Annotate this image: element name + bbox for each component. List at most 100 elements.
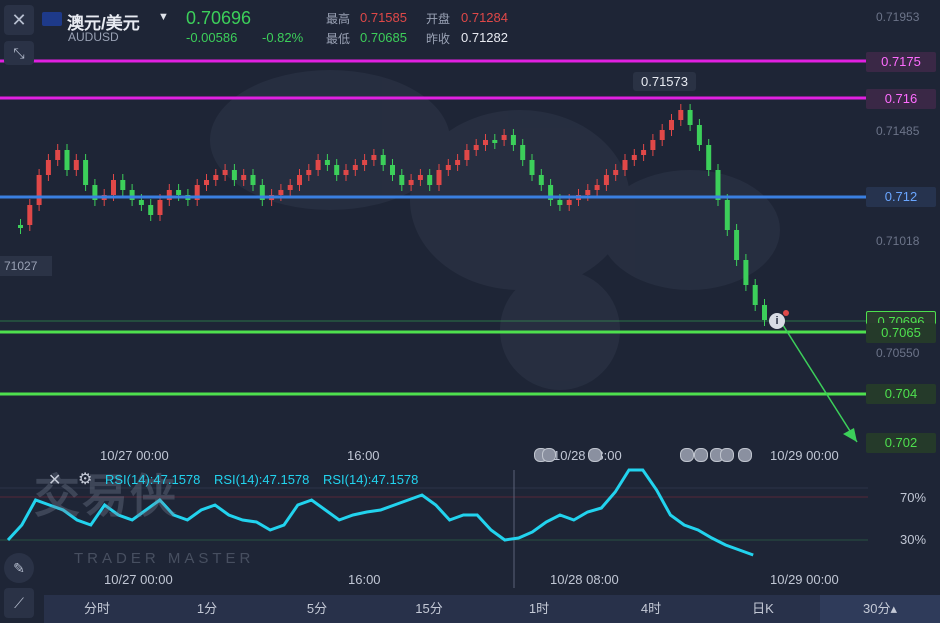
- watermark-cn: 交易侠: [34, 470, 178, 522]
- candle-body: [390, 165, 395, 175]
- axis-tick: 0.71953: [876, 10, 920, 24]
- symbol-title[interactable]: 澳元/美元: [67, 14, 140, 33]
- candle-body: [715, 170, 721, 200]
- candle-body: [287, 185, 293, 190]
- candle-body: [306, 170, 312, 175]
- tab-4hour[interactable]: 4时: [640, 601, 662, 616]
- rsi-value-label: RSI(14):47.1578: [105, 472, 201, 487]
- candle-body: [157, 200, 163, 215]
- time-label: 16:00: [347, 448, 380, 463]
- level-label[interactable]: 0.704: [866, 384, 936, 404]
- tab-1min[interactable]: 1分: [196, 601, 218, 616]
- candle-body: [436, 170, 442, 185]
- candle-body: [231, 170, 237, 180]
- info-icon[interactable]: i: [769, 313, 785, 329]
- candle-body: [408, 180, 414, 185]
- candle-body: [148, 205, 154, 215]
- candle-body: [622, 160, 628, 170]
- candle-body: [334, 165, 340, 175]
- level-label[interactable]: 0.702: [866, 433, 936, 453]
- collapse-icon[interactable]: ⤡: [4, 41, 34, 65]
- tab-daily[interactable]: 日K: [752, 601, 774, 616]
- candle-body: [473, 145, 479, 150]
- candle-body: [129, 190, 135, 200]
- tab-5min[interactable]: 5分: [306, 601, 328, 616]
- candle-body: [762, 305, 767, 320]
- symbol-code: AUDUSD: [68, 30, 119, 44]
- candle-body: [464, 150, 470, 160]
- trend-icon[interactable]: ⟋: [4, 588, 34, 618]
- candle-body: [510, 135, 516, 145]
- rsi-level-30: 30%: [900, 532, 927, 547]
- candle-body: [371, 155, 377, 160]
- rsi-time-label: 10/29 00:00: [770, 572, 839, 587]
- event-bubble[interactable]: [542, 448, 556, 462]
- event-bubble[interactable]: [738, 448, 752, 462]
- candle-body: [548, 185, 554, 200]
- alert-dot: [783, 310, 789, 316]
- candle-body: [650, 140, 656, 150]
- candle-body: [669, 120, 674, 130]
- price-change: -0.00586: [186, 30, 238, 45]
- close-icon[interactable]: ✕: [4, 5, 34, 35]
- level-label[interactable]: 0.7175: [866, 52, 936, 72]
- candle-body: [362, 160, 368, 165]
- tab-15min[interactable]: 15分: [415, 601, 443, 616]
- candle-body: [399, 175, 405, 185]
- candle-body: [55, 150, 61, 160]
- flag-icon: [42, 12, 62, 26]
- settings-icon[interactable]: ⚙: [78, 471, 93, 488]
- event-bubble[interactable]: [588, 448, 602, 462]
- axis-tick: 0.71018: [876, 234, 920, 248]
- candle-body: [734, 230, 740, 260]
- candle-body: [120, 180, 126, 190]
- price-change-pct: -0.82%: [262, 30, 304, 45]
- candle-body: [752, 285, 758, 305]
- timeframe-tabs: 分时 1分 5分 15分 1时 4时 日K 30分▴: [44, 595, 940, 623]
- rsi-level-70: 70%: [900, 490, 927, 505]
- dropdown-icon[interactable]: ▼: [158, 11, 169, 23]
- candle-body: [613, 170, 619, 175]
- candle-body: [427, 175, 433, 185]
- event-bubble[interactable]: [720, 448, 734, 462]
- prev-close-value: 0.71282: [461, 30, 508, 45]
- level-label[interactable]: 0.7065: [866, 323, 936, 343]
- candle-body: [73, 160, 79, 170]
- candle-body: [696, 125, 702, 145]
- candle-body: [520, 145, 526, 160]
- tab-1hour[interactable]: 1时: [528, 601, 550, 616]
- candle-body: [297, 175, 302, 185]
- projection-arrow: [780, 321, 858, 443]
- level-label[interactable]: 0.716: [866, 89, 936, 109]
- candle-body: [111, 180, 116, 195]
- candle-body: [445, 165, 451, 170]
- low-label: 最低: [326, 32, 351, 46]
- low-value: 0.70685: [360, 30, 407, 45]
- event-bubble[interactable]: [694, 448, 708, 462]
- candle-body: [36, 175, 42, 205]
- rsi-close-icon[interactable]: ✕: [48, 472, 62, 489]
- candle-body: [92, 185, 98, 200]
- candle-body: [529, 160, 535, 175]
- open-label: 开盘: [426, 12, 451, 26]
- candle-body: [222, 170, 228, 175]
- watermark-en: TRADER MASTER: [74, 550, 255, 567]
- level-label[interactable]: 0.712: [866, 187, 936, 207]
- tab-30min[interactable]: 30分▴: [820, 595, 940, 623]
- pencil-icon[interactable]: ✎: [4, 553, 34, 583]
- candle-body: [724, 200, 730, 230]
- candle-body: [250, 175, 256, 185]
- candle-body: [315, 160, 321, 170]
- high-value: 0.71585: [360, 10, 407, 25]
- candle-body: [176, 190, 182, 195]
- candle-body: [45, 160, 51, 175]
- candle-body: [678, 110, 684, 120]
- candle-body: [538, 175, 544, 185]
- tab-timeshare[interactable]: 分时: [83, 601, 110, 616]
- event-bubble[interactable]: [680, 448, 694, 462]
- candle-body: [603, 175, 609, 185]
- candle-body: [204, 180, 209, 185]
- rsi-value-label: RSI(14):47.1578: [323, 472, 419, 487]
- peak-price-label: 0.71573: [633, 72, 696, 91]
